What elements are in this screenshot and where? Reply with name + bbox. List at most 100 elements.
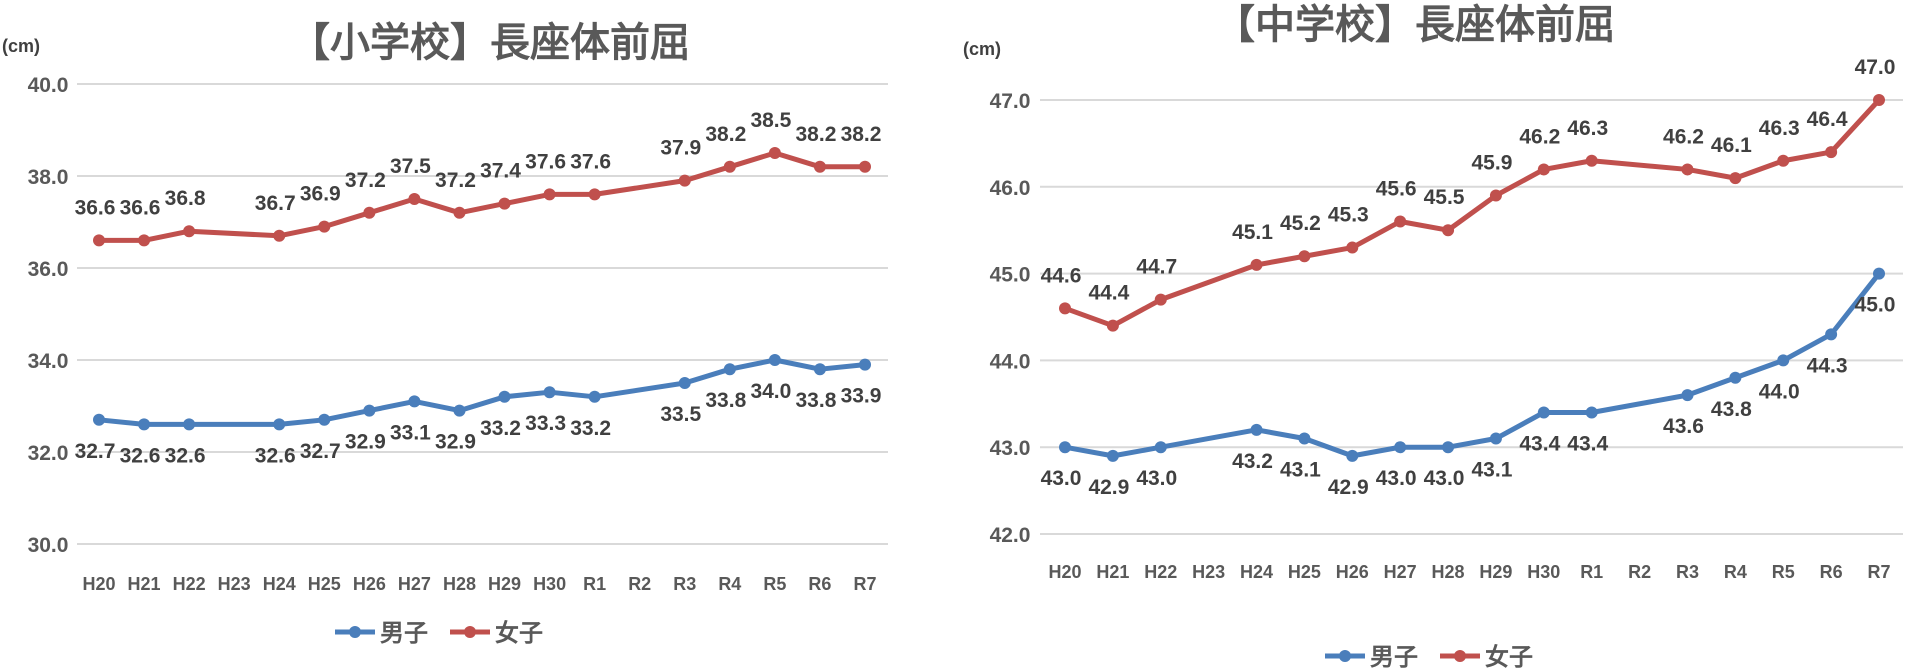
data-label: 38.2 xyxy=(705,123,746,146)
data-label: 37.4 xyxy=(480,160,521,183)
data-point xyxy=(498,390,511,403)
data-label: 43.0 xyxy=(1136,467,1177,490)
data-point xyxy=(273,229,286,242)
data-label: 33.8 xyxy=(705,389,746,412)
data-point xyxy=(1873,94,1885,106)
data-label: 36.6 xyxy=(75,196,116,219)
x-tick-label: H20 xyxy=(82,574,115,594)
data-point xyxy=(408,193,421,205)
legend-swatch-marker xyxy=(464,626,476,638)
legend-swatch-marker xyxy=(1339,650,1351,662)
data-point xyxy=(813,160,826,173)
data-point xyxy=(363,404,376,417)
x-tick-label: H25 xyxy=(308,574,341,594)
data-point xyxy=(93,234,105,247)
x-tick-label: R7 xyxy=(853,574,876,594)
data-label: 45.1 xyxy=(1232,221,1273,244)
y-tick-label: 30.0 xyxy=(28,534,69,557)
data-label: 37.2 xyxy=(435,169,476,192)
y-tick-label: 38.0 xyxy=(28,166,69,189)
data-label: 32.6 xyxy=(255,444,296,467)
data-label: 46.1 xyxy=(1711,134,1752,157)
data-point xyxy=(1585,406,1598,419)
x-tick-label: R4 xyxy=(718,574,741,594)
y-tick-label: 32.0 xyxy=(28,442,69,465)
x-tick-label: H23 xyxy=(218,574,251,594)
data-label: 43.0 xyxy=(1424,467,1465,490)
data-label: 46.2 xyxy=(1663,125,1704,148)
y-unit-junior-high: (cm) xyxy=(963,39,1001,59)
y-tick-label: 44.0 xyxy=(990,350,1031,373)
x-tick-label: R5 xyxy=(763,574,786,594)
data-label: 33.5 xyxy=(660,403,701,426)
x-tick-label: R1 xyxy=(1580,562,1603,582)
data-point xyxy=(723,160,736,173)
x-tick-label: H21 xyxy=(128,574,161,594)
x-tick-label: R3 xyxy=(673,574,696,594)
data-point xyxy=(678,174,691,187)
y-tick-label: 34.0 xyxy=(28,350,69,373)
data-point xyxy=(1059,302,1071,315)
data-label: 38.2 xyxy=(796,123,837,146)
data-point xyxy=(183,225,196,238)
x-tick-label: R2 xyxy=(1628,562,1651,582)
data-label: 44.6 xyxy=(1041,264,1082,287)
data-label: 33.9 xyxy=(841,385,882,408)
data-point xyxy=(1346,241,1359,254)
y-tick-label: 42.0 xyxy=(990,524,1031,547)
data-point xyxy=(1777,354,1790,367)
legend-label: 男子 xyxy=(1370,644,1418,671)
data-point xyxy=(1106,449,1119,462)
data-point xyxy=(1729,172,1742,185)
data-label: 36.8 xyxy=(165,187,206,210)
data-label: 43.6 xyxy=(1663,415,1704,438)
x-tick-label: H22 xyxy=(1144,562,1177,582)
data-label: 34.0 xyxy=(750,380,791,403)
y-tick-label: 36.0 xyxy=(28,258,69,281)
data-point xyxy=(273,418,286,431)
data-point xyxy=(1489,432,1502,445)
data-label: 46.3 xyxy=(1567,117,1608,140)
data-point xyxy=(453,404,466,417)
data-label: 44.3 xyxy=(1807,354,1848,377)
x-tick-label: H25 xyxy=(1288,562,1321,582)
data-point xyxy=(1537,163,1550,176)
data-label: 37.6 xyxy=(525,150,566,173)
data-point xyxy=(768,147,781,159)
series-line-boys xyxy=(98,357,866,427)
data-point xyxy=(138,234,151,247)
data-label: 43.1 xyxy=(1472,459,1513,482)
data-label: 47.0 xyxy=(1855,56,1896,79)
data-label: 43.4 xyxy=(1519,432,1560,455)
x-tick-label: H24 xyxy=(1240,562,1273,582)
data-point xyxy=(723,363,736,376)
data-point xyxy=(1059,441,1071,454)
data-label: 33.2 xyxy=(570,417,611,440)
x-tick-label: H27 xyxy=(398,574,431,594)
data-label: 33.2 xyxy=(480,417,521,440)
data-point xyxy=(1825,146,1838,159)
data-label: 45.5 xyxy=(1424,186,1465,209)
data-point xyxy=(1154,293,1167,306)
data-point xyxy=(1442,224,1455,237)
x-tick-label: H28 xyxy=(1432,562,1465,582)
data-label: 45.9 xyxy=(1472,151,1513,174)
data-point xyxy=(453,206,466,219)
data-point xyxy=(1873,267,1885,280)
data-label: 43.0 xyxy=(1376,467,1417,490)
data-label: 32.9 xyxy=(345,431,386,454)
data-label: 44.7 xyxy=(1136,256,1177,279)
data-point xyxy=(1825,328,1838,341)
data-label: 37.2 xyxy=(345,169,386,192)
data-label: 36.6 xyxy=(120,196,161,219)
data-label: 43.2 xyxy=(1232,450,1273,473)
y-tick-label: 45.0 xyxy=(990,264,1031,287)
data-label: 45.0 xyxy=(1855,294,1896,317)
data-label: 33.3 xyxy=(525,412,566,435)
data-point xyxy=(543,188,556,201)
data-point xyxy=(1346,449,1359,462)
x-tick-label: H29 xyxy=(488,574,521,594)
data-point xyxy=(859,358,871,371)
data-point xyxy=(408,395,421,408)
x-tick-label: H29 xyxy=(1479,562,1512,582)
